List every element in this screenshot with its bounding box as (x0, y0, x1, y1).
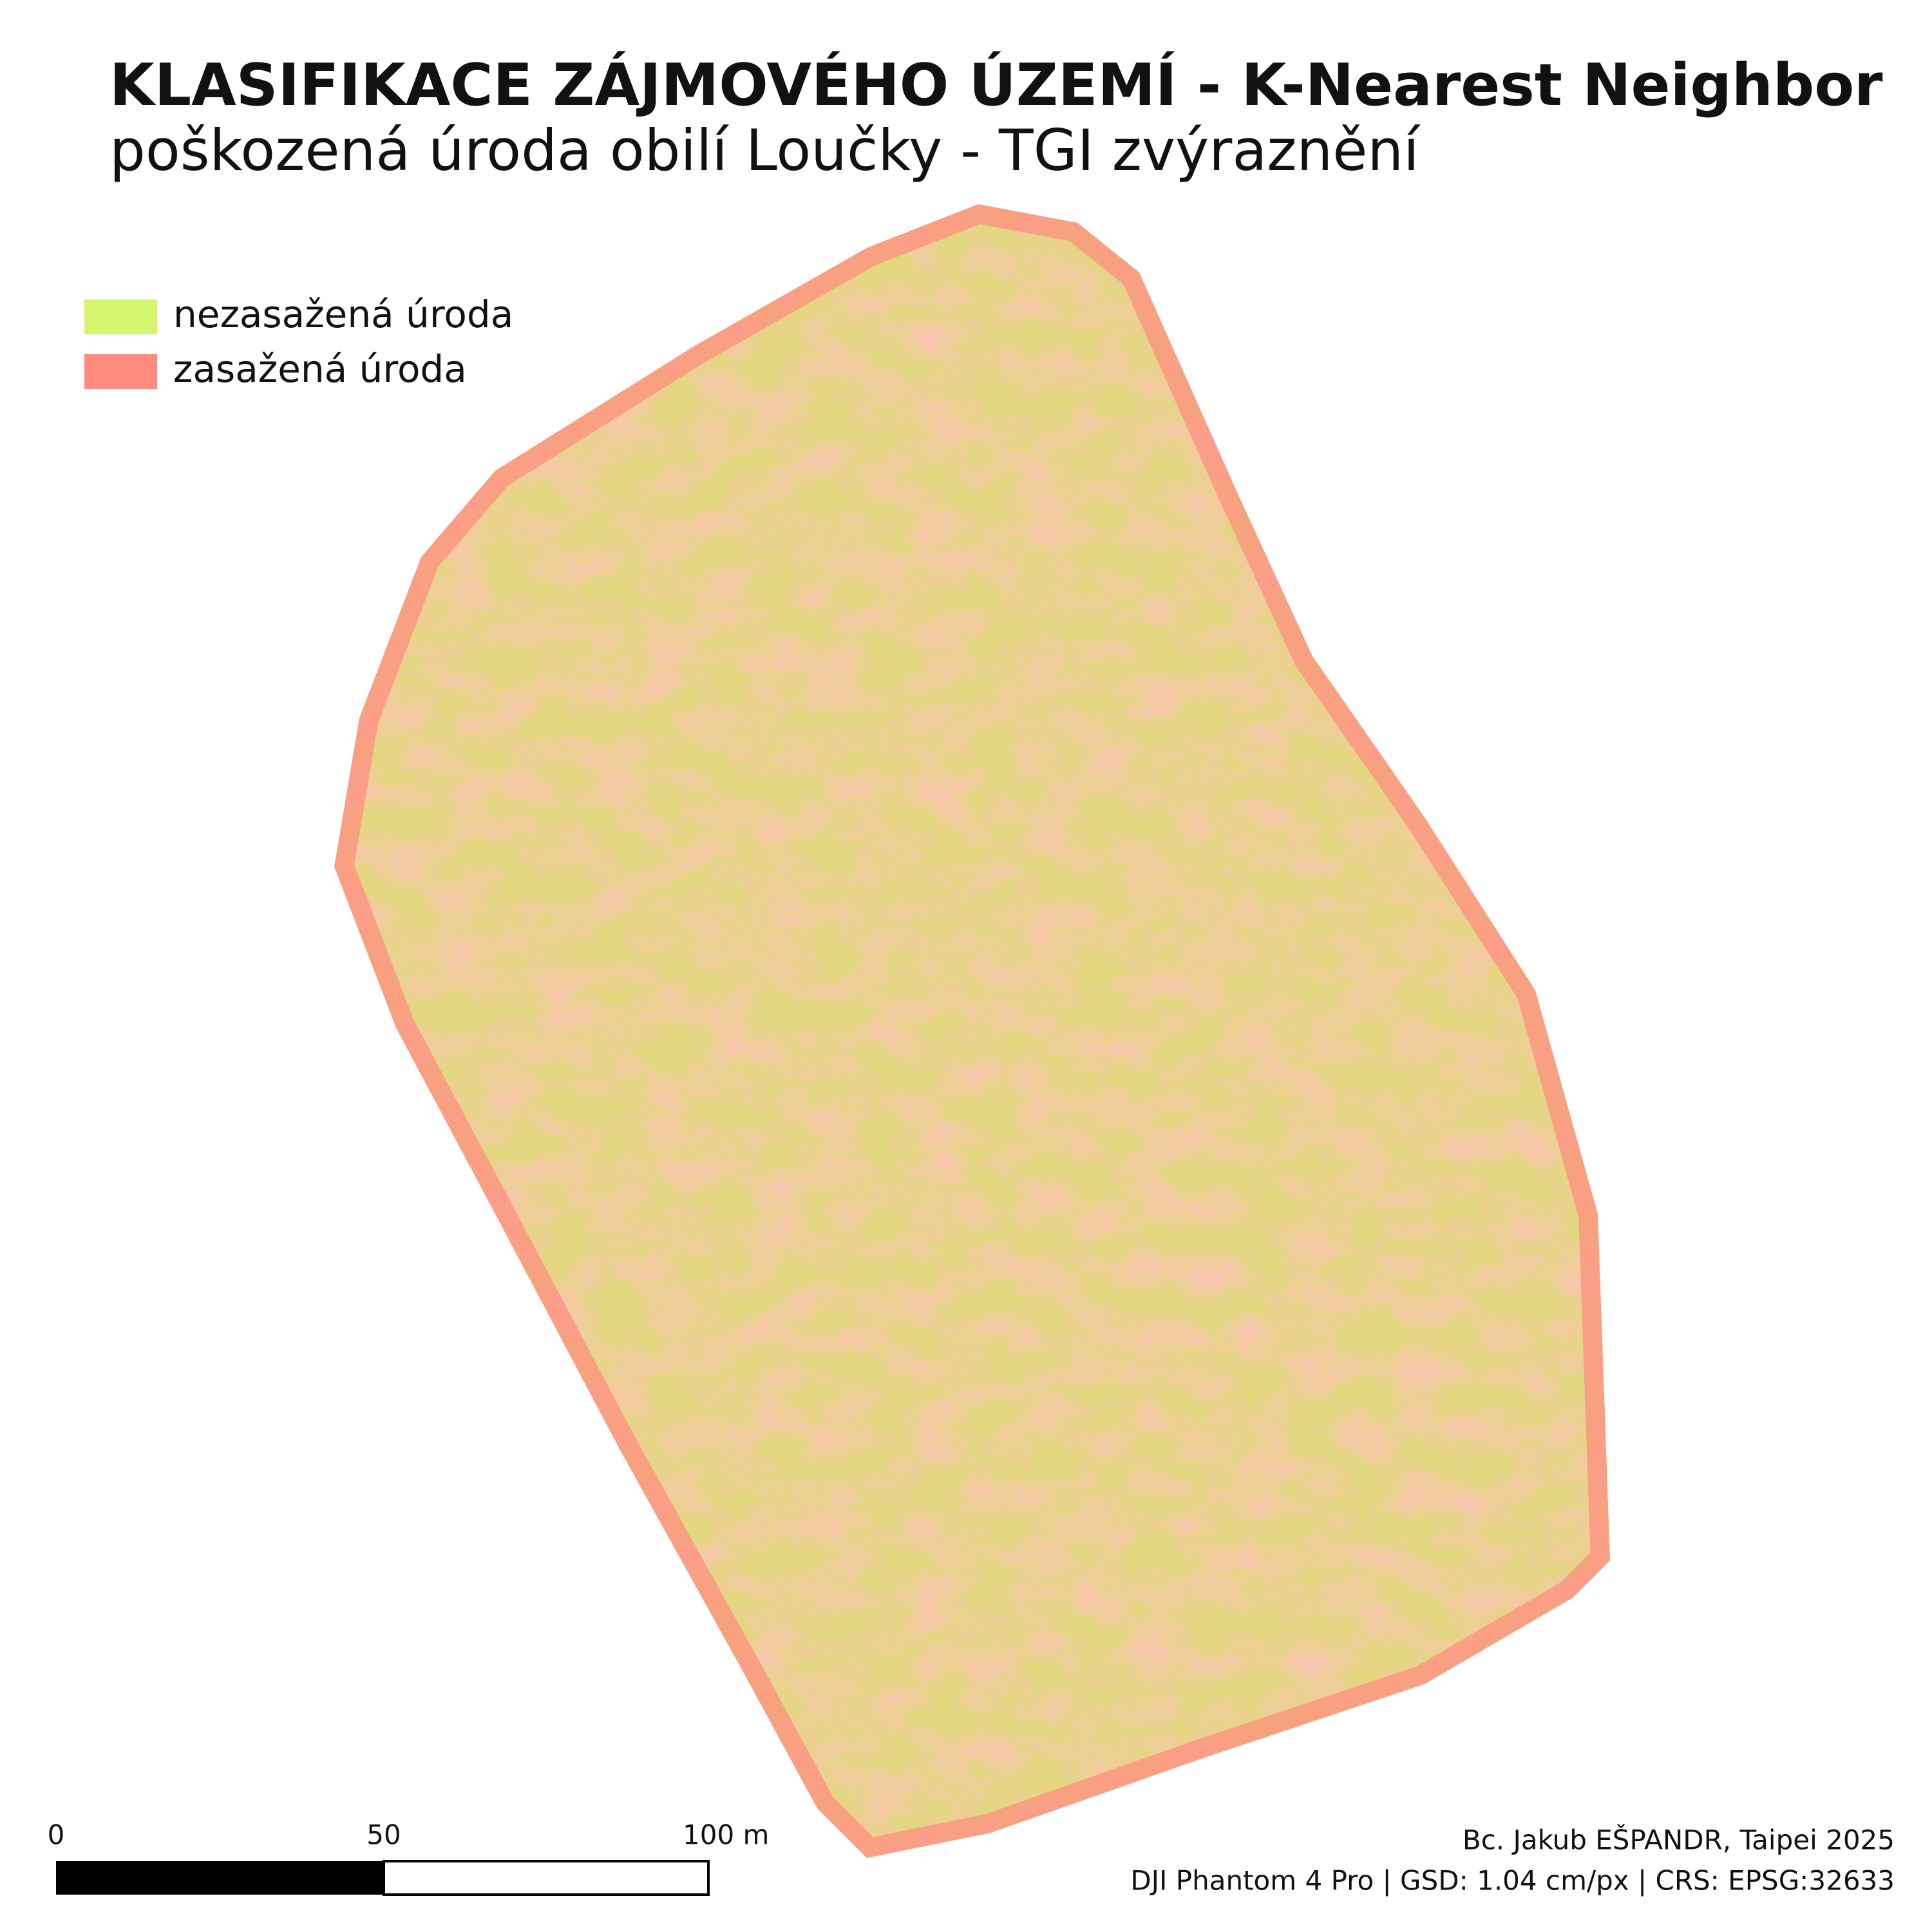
credit: DJI Phantom 4 Pro | GSD: 1.04 cm/px | CR… (1130, 1865, 1895, 1897)
scalebar-black (56, 1861, 384, 1895)
legend-swatch (84, 299, 157, 334)
scalebar-label: 0 (48, 1819, 65, 1851)
title: KLASIFIKACE ZÁJMOVÉHO ÚZEMÍ - K-Nearest … (109, 50, 1883, 119)
legend-label: zasažená úroda (173, 347, 467, 391)
legend-swatch (84, 354, 157, 389)
scalebar: 0 50 100 m (48, 1819, 769, 1896)
legend: nezasažená úroda zasažená úroda (84, 292, 513, 391)
scalebar-white (383, 1860, 710, 1896)
credit: Bc. Jakub EŠPANDR, Taipei 2025 (1463, 1824, 1895, 1856)
scalebar-label: 50 (366, 1819, 401, 1851)
subtitle: poškozená úroda obilí Loučky - TGI zvýra… (109, 117, 1421, 184)
scalebar-label: 100 m (683, 1819, 769, 1851)
legend-label: nezasažená úroda (173, 292, 513, 336)
classified-field (334, 204, 1610, 1858)
